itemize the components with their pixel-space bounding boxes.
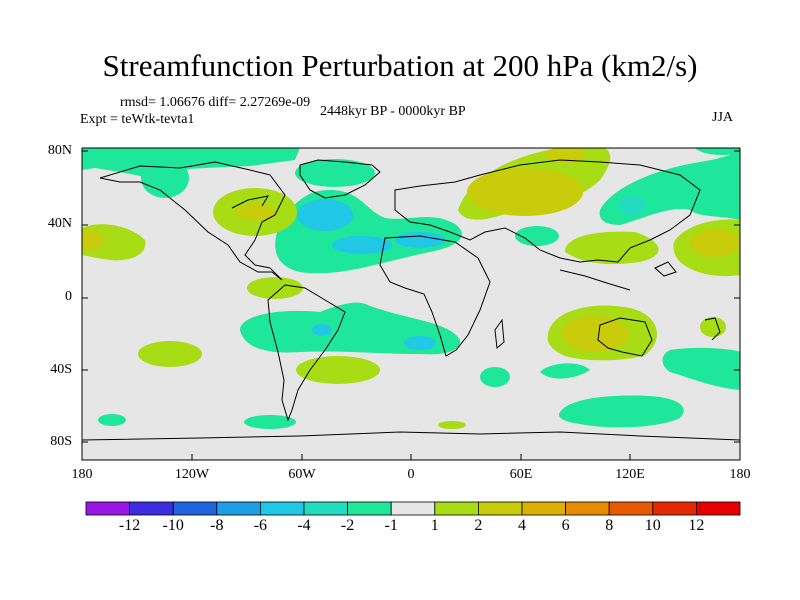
colorbar-swatch: [347, 501, 392, 516]
experiment-label: Expt = teWtk-tevta1: [80, 112, 195, 127]
lat-label-40n: 40N: [47, 216, 72, 231]
colorbar-swatch: [608, 501, 654, 516]
lat-label-80s: 80S: [50, 434, 72, 449]
axis-ticks: [81, 150, 741, 460]
lon-label-120e: 120E: [615, 467, 645, 482]
positive-anomaly-regions: [82, 148, 740, 429]
colorbar-swatch: [259, 501, 305, 516]
colorbar-swatch: [565, 501, 610, 516]
negative-anomaly-regions: [82, 148, 740, 429]
colorbar-swatch: [172, 501, 218, 516]
coastlines: [82, 159, 740, 441]
colorbar-label: -12: [118, 517, 141, 534]
colorbar-label: -6: [253, 517, 268, 534]
lon-label-0: 0: [407, 467, 415, 482]
colorbar-swatch: [129, 501, 174, 516]
colorbar-label: 8: [605, 517, 614, 534]
colorbar-label: -1: [384, 517, 398, 534]
lat-label-eq: 0: [65, 289, 72, 304]
lon-label-180w: 180: [71, 467, 93, 482]
colorbar-swatch: [303, 501, 348, 516]
colorbar-label: -2: [340, 517, 355, 534]
colorbar-label: -4: [297, 517, 311, 534]
chart-title: Streamfunction Perturbation at 200 hPa (…: [102, 48, 698, 83]
colorbar-swatch: [216, 501, 261, 516]
colorbar-swatch: [85, 501, 130, 516]
season-label: JJA: [712, 110, 734, 125]
colorbar-label: 6: [561, 517, 570, 534]
colorbar-swatch: [521, 501, 566, 516]
colorbar-label: -10: [162, 517, 184, 534]
lat-label-80n: 80N: [47, 143, 72, 158]
colorbar-label: 10: [644, 517, 661, 534]
colorbar-label: 1: [430, 517, 439, 534]
colorbar-label: 4: [518, 517, 526, 534]
lon-label-180e: 180: [729, 467, 751, 482]
colorbar-label: 12: [688, 517, 705, 534]
colorbar-swatch: [477, 501, 523, 516]
colorbar-swatch: [390, 501, 436, 516]
lat-label-40s: 40S: [50, 362, 72, 377]
lon-label-60w: 60W: [288, 467, 316, 482]
lon-label-120w: 120W: [174, 467, 210, 482]
stats-label: rmsd= 1.06676 diff= 2.27269e-09: [120, 95, 311, 110]
colorbar-swatch: [652, 501, 697, 516]
lon-label-60e: 60E: [509, 467, 533, 482]
colorbar-swatch: [434, 501, 479, 516]
colorbar-label: -8: [210, 517, 224, 534]
colorbar-swatch: [696, 501, 741, 516]
period-label: 2448kyr BP - 0000kyr BP: [320, 104, 466, 119]
colorbar-label: 2: [474, 517, 483, 534]
colorbar: [85, 501, 741, 516]
